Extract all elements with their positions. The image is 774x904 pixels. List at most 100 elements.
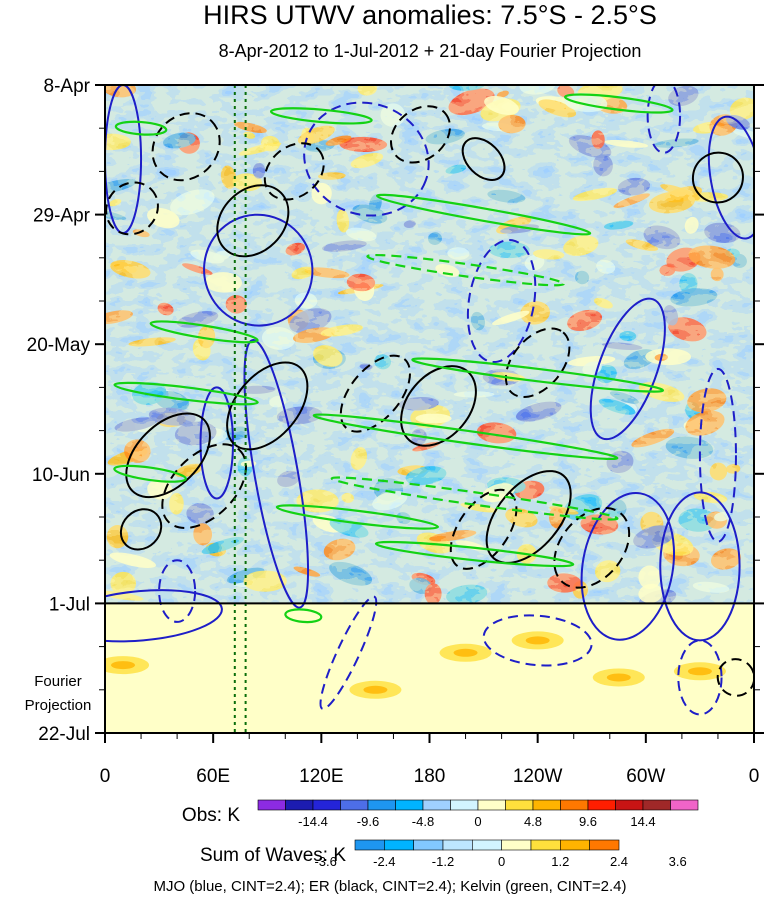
kelvin-contour xyxy=(564,93,674,114)
colorbar-swatch xyxy=(312,799,341,811)
er-contour xyxy=(553,507,631,589)
x-tick-label: 0 xyxy=(100,766,111,787)
obs-colorbar-label: Obs: K xyxy=(182,805,240,826)
anomaly-texture xyxy=(105,85,754,603)
mjo-contour xyxy=(707,115,754,240)
er-contour xyxy=(449,488,518,570)
colorbar-tick-label: -3.6 xyxy=(314,854,336,869)
kelvin-contour xyxy=(375,193,592,236)
er-contour xyxy=(461,137,506,181)
colorbar-swatch xyxy=(367,799,396,811)
er-contour xyxy=(151,112,221,182)
colorbar-tick-label: -14.4 xyxy=(298,814,328,829)
plot-area xyxy=(105,85,754,733)
colorbar-tick-label: -2.4 xyxy=(373,854,395,869)
projection-cell xyxy=(525,636,550,645)
kelvin-contour xyxy=(366,253,565,287)
colorbar-swatch xyxy=(285,799,314,811)
colorbar-tick-label: 2.4 xyxy=(610,854,628,869)
er-contour xyxy=(105,181,159,236)
mjo-contour xyxy=(646,85,682,154)
waves-colorbar: Sum of Waves: K -3.6 -2.4 -1.2 0 1.2 2.4 3.6 xyxy=(200,839,687,869)
colorbar-swatch xyxy=(413,839,444,851)
colorbar-swatch xyxy=(395,799,424,811)
x-axis: 0 60E 120E 180 120W 60W 0 xyxy=(100,733,760,787)
colorbar-swatch xyxy=(472,839,502,851)
colorbar-swatch xyxy=(505,799,534,811)
colorbar-swatch xyxy=(384,839,414,851)
colorbar-swatch xyxy=(257,799,286,811)
mjo-contour xyxy=(659,491,741,642)
colorbar-swatch xyxy=(670,799,699,811)
colorbar-swatch xyxy=(354,839,385,851)
er-contour xyxy=(161,443,247,529)
colorbar-tick-label: 1.2 xyxy=(551,854,569,869)
mjo-contour xyxy=(698,367,737,543)
colorbar-swatch xyxy=(560,799,589,811)
y-tick-label: 20-May xyxy=(27,335,91,356)
kelvin-contour xyxy=(113,381,259,406)
y-tick-label: 1-Jul xyxy=(49,594,90,615)
kelvin-contour xyxy=(374,540,575,568)
mjo-contour xyxy=(303,101,430,217)
colorbar-swatch xyxy=(450,799,479,811)
kelvin-contour xyxy=(411,357,665,393)
colorbar-tick-label: 9.6 xyxy=(579,814,597,829)
x-tick-label: 60E xyxy=(196,766,230,787)
kelvin-contour xyxy=(269,107,373,125)
projection-cell xyxy=(111,661,136,670)
colorbar-tick-label: 0 xyxy=(498,854,505,869)
er-contour xyxy=(119,508,163,551)
colorbar-swatch xyxy=(340,799,369,811)
colorbar-tick-label: -4.8 xyxy=(412,814,434,829)
colorbar-swatch xyxy=(589,839,620,851)
y-axis: 8-Apr 29-Apr 20-May 10-Jun 1-Jul 22-Jul xyxy=(27,76,764,745)
colorbar-swatch xyxy=(615,799,644,811)
projection-cell xyxy=(363,685,388,694)
projection-cell xyxy=(687,667,712,676)
er-contour xyxy=(716,658,754,697)
mjo-contour xyxy=(243,339,310,609)
kelvin-contour xyxy=(275,504,440,530)
projection-cell xyxy=(606,673,631,682)
colorbar-swatch xyxy=(477,799,506,811)
er-contour xyxy=(691,151,744,204)
colorbar-swatch xyxy=(422,799,451,811)
y-tick-label: 8-Apr xyxy=(44,76,91,97)
mjo-contour xyxy=(482,614,593,667)
mjo-contour xyxy=(158,559,197,623)
waves-colorbar-label: Sum of Waves: K xyxy=(200,845,346,866)
obs-colorbar: Obs: K -14.4 -9.6 -4.8 0 4.8 9.6 14.4 xyxy=(182,799,699,829)
colorbar-swatch xyxy=(560,839,590,851)
projection-cell xyxy=(453,648,478,657)
colorbar-swatch xyxy=(532,799,561,811)
colorbar-swatch xyxy=(501,839,532,851)
kelvin-contour xyxy=(284,608,323,624)
kelvin-contour xyxy=(330,476,619,521)
er-contour xyxy=(389,105,451,164)
mjo-contour xyxy=(105,589,223,643)
projection-label-line2: Projection xyxy=(25,697,92,714)
colorbar-swatch xyxy=(587,799,616,811)
chart-title: HIRS UTWV anomalies: 7.5°S - 2.5°S xyxy=(203,0,657,30)
colorbar-swatch xyxy=(442,839,473,851)
projection-label-line1: Fourier xyxy=(34,673,82,690)
y-tick-label: 22-Jul xyxy=(38,724,90,745)
mjo-contour xyxy=(589,297,666,441)
colorbar-tick-label: 3.6 xyxy=(669,854,687,869)
mjo-contour xyxy=(677,639,723,716)
er-contour xyxy=(216,184,290,258)
er-contour xyxy=(263,142,325,201)
er-contour xyxy=(125,412,211,499)
y-tick-label: 10-Jun xyxy=(32,465,90,486)
colorbar-tick-label: 0 xyxy=(474,814,481,829)
kelvin-contour xyxy=(312,413,619,461)
projection-background xyxy=(105,603,754,733)
x-tick-label: 180 xyxy=(414,766,446,787)
wave-contours xyxy=(105,85,754,716)
x-tick-label: 0 xyxy=(749,766,760,787)
colorbar-tick-label: -1.2 xyxy=(432,854,454,869)
kelvin-contour xyxy=(149,320,259,344)
